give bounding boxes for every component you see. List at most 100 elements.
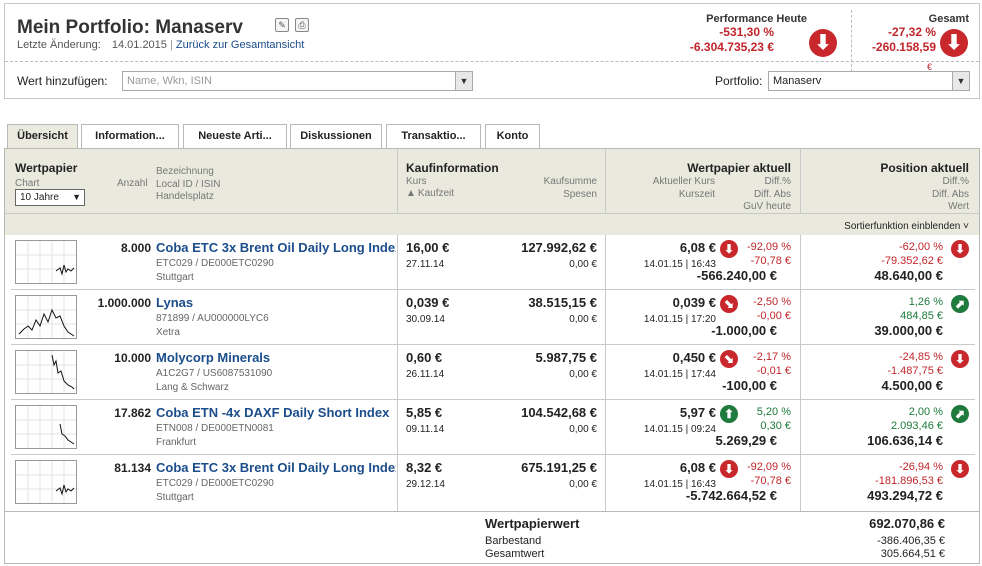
arrow-down-icon: ⬇ (951, 350, 969, 368)
sort-up-icon[interactable]: ▲ (406, 188, 416, 199)
row-kaufzeit: 27.11.14 (406, 259, 445, 270)
summary-bar-label: Barbestand (485, 535, 542, 547)
col-kaufinformation: Kaufinformation (406, 161, 499, 175)
total-label: Gesamt (928, 13, 969, 25)
table-row[interactable]: 8.000 Coba ETC 3x Brent Oil Daily Long I… (5, 237, 979, 292)
sparkline (16, 296, 76, 338)
row-aktueller-kurs: 5,97 € (679, 405, 716, 420)
tab-neueste-artikel[interactable]: Neueste Arti... (183, 124, 287, 148)
row-spesen: 0,00 € (569, 259, 597, 270)
table-row[interactable]: 1.000.000 Lynas 871899 / AU000000LYC6 Xe… (5, 292, 979, 347)
total-pct: -27,32 % (887, 25, 936, 39)
row-kaufsumme: 675.191,25 € (521, 460, 597, 475)
row-aktueller-kurs: 6,08 € (679, 460, 716, 475)
row-aktueller-kurs: 0,039 € (672, 295, 716, 310)
row-kurs: 16,00 € (406, 240, 450, 255)
row-place: Stuttgart (156, 492, 194, 503)
chevron-down-icon[interactable]: ˅ (963, 221, 969, 232)
row-diff-pct: -92,09 % (746, 461, 791, 473)
row-ids: A1C2G7 / US6087531090 (156, 368, 273, 379)
row-security-name[interactable]: Molycorp Minerals (156, 350, 271, 365)
arrow-down-icon: ⬇ (951, 460, 969, 478)
add-value-placeholder: Name, Wkn, ISIN (127, 75, 212, 87)
row-diff-pct: 5,20 % (756, 406, 791, 418)
row-place: Frankfurt (156, 437, 197, 448)
row-kurszeit: 14.01.15 | 17:20 (643, 314, 716, 325)
chevron-down-icon[interactable]: ▼ (952, 72, 969, 90)
sparkline-chart[interactable] (15, 240, 77, 284)
row-wert: 106.636,14 € (867, 433, 943, 448)
add-value-input[interactable]: Name, Wkn, ISIN ▼ (122, 71, 473, 91)
printer-icon[interactable]: ⎙ (295, 18, 309, 32)
row-kurszeit: 14.01.15 | 16:43 (643, 479, 716, 490)
total-currency: € (927, 62, 933, 72)
col-bezeichnung: Bezeichnung (156, 166, 214, 177)
sort-toggle[interactable]: Sortierfunktion einblenden ˅ (844, 221, 969, 232)
chevron-down-icon[interactable]: ▼ (72, 192, 81, 202)
tab-transaktionen[interactable]: Transaktio... (386, 124, 481, 148)
row-ids: 871899 / AU000000LYC6 (156, 313, 269, 324)
row-ids: ETN008 / DE000ETN0081 (156, 423, 274, 434)
row-place: Xetra (156, 327, 180, 338)
table-header: Wertpapier Chart 10 Jahre ▼ Anzahl Bezei… (5, 149, 979, 235)
row-aktueller-kurs: 6,08 € (679, 240, 716, 255)
sparkline-chart[interactable] (15, 350, 77, 394)
row-pos-diff-pct: 2,00 % (908, 406, 943, 418)
table-row[interactable]: 17.862 Coba ETN -4x DAXF Daily Short Ind… (5, 402, 979, 457)
row-kurs: 8,32 € (406, 460, 443, 475)
tab-uebersicht[interactable]: Übersicht (7, 124, 78, 149)
col-pos-diff-abs: Diff. Abs (931, 188, 969, 200)
add-value-label: Wert hinzufügen: (17, 74, 108, 88)
col-wert: Wert (948, 201, 969, 212)
col-kurszeit: Kurszeit (678, 188, 715, 200)
sparkline-path (59, 423, 75, 445)
sparkline-path (18, 308, 75, 337)
row-kurszeit: 14.01.15 | 09:24 (643, 424, 716, 435)
col-diff-abs: Diff. Abs (753, 188, 791, 200)
tab-information[interactable]: Information... (81, 124, 179, 148)
arrow-down-icon: ⬇ (940, 29, 968, 57)
row-guv-heute: 5.269,29 € (715, 433, 777, 448)
arrow-up-icon: ⬈ (951, 295, 969, 313)
portfolio-select[interactable]: Manaserv ▼ (768, 71, 970, 91)
row-wert: 493.294,72 € (867, 488, 943, 503)
tab-konto[interactable]: Konto (485, 124, 540, 148)
row-guv-heute: -5.742.664,52 € (685, 488, 777, 503)
table-row[interactable]: 81.134 Coba ETC 3x Brent Oil Daily Long … (5, 457, 979, 512)
chart-range-value: 10 Jahre (20, 192, 59, 203)
sort-toggle-label[interactable]: Sortierfunktion einblenden (844, 221, 961, 232)
sparkline-chart[interactable] (15, 295, 77, 339)
row-security-name[interactable]: Coba ETN -4x DAXF Daily Short Index (156, 405, 390, 420)
row-security-name[interactable]: Coba ETC 3x Brent Oil Daily Long Index (156, 460, 396, 475)
row-spesen: 0,00 € (569, 314, 597, 325)
row-quantity: 8.000 (120, 241, 151, 255)
row-guv-heute: -100,00 € (722, 378, 777, 393)
row-security-name[interactable]: Coba ETC 3x Brent Oil Daily Long Index (156, 240, 396, 255)
row-kurs: 0,60 € (406, 350, 443, 365)
sparkline-chart[interactable] (15, 460, 77, 504)
row-pos-diff-abs: 2.093,46 € (891, 420, 943, 432)
arrow-down-icon: ⬇ (720, 460, 738, 478)
perf-today-pct: -531,30 % (719, 25, 774, 39)
row-wert: 48.640,00 € (874, 268, 943, 283)
col-kaufzeit[interactable]: Kaufzeit (417, 188, 455, 199)
row-security-name[interactable]: Lynas (156, 295, 194, 310)
table-row[interactable]: 10.000 Molycorp Minerals A1C2G7 / US6087… (5, 347, 979, 402)
portfolio-header: Mein Portfolio: Manaserv ✎ ⎙ Letzte Ände… (4, 3, 980, 99)
summary-ges-value: 305.664,51 € (880, 548, 945, 560)
sparkline-chart[interactable] (15, 405, 77, 449)
tab-diskussionen[interactable]: Diskussionen (290, 124, 382, 148)
pencil-icon[interactable]: ✎ (275, 18, 289, 32)
chart-range-select[interactable]: 10 Jahre ▼ (15, 189, 85, 206)
perf-today-abs: -6.304.735,23 € (689, 40, 774, 54)
col-wertpapier: Wertpapier (15, 161, 78, 175)
row-pos-diff-pct: -24,85 % (898, 351, 943, 363)
col-kurs: Kurs (406, 176, 427, 187)
chevron-down-icon[interactable]: ▼ (455, 72, 472, 90)
row-quantity: 10.000 (114, 351, 151, 365)
last-change-date: 14.01.2015 (111, 39, 167, 51)
last-change: Letzte Änderung: 14.01.2015 | Zurück zur… (17, 39, 305, 51)
row-spesen: 0,00 € (569, 369, 597, 380)
arrow-down-icon: ⬇ (809, 29, 837, 57)
back-to-overview-link[interactable]: Zurück zur Gesamtansicht (175, 39, 305, 51)
